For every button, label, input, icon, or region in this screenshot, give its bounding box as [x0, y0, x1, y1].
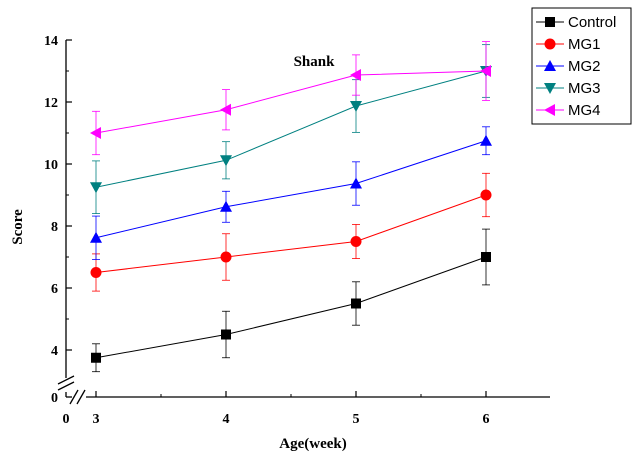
y-tick-label: 10	[44, 158, 58, 173]
legend-label: MG3	[568, 80, 601, 97]
legend-label: MG1	[568, 36, 601, 53]
legend-marker	[545, 17, 555, 27]
series-mg1	[90, 172, 492, 292]
y-axis-label: Score	[10, 209, 26, 245]
y-axis-break-mark	[57, 381, 75, 391]
data-point	[480, 134, 492, 146]
x-tick-label: 4	[223, 412, 230, 427]
series-line	[95, 194, 487, 273]
series-mg2	[90, 126, 492, 260]
data-point	[350, 236, 362, 247]
legend-item-mg3: MG3	[536, 80, 601, 97]
x-tick-label: 3	[93, 412, 100, 427]
data-point	[220, 251, 232, 263]
data-point	[220, 200, 232, 212]
series-control	[91, 228, 491, 373]
data-point	[220, 155, 232, 167]
series-mg4	[90, 41, 491, 156]
data-point	[350, 69, 361, 82]
y-tick-label: 12	[44, 96, 58, 111]
legend-marker	[544, 104, 555, 116]
data-point	[351, 298, 361, 309]
legend: Control MG1 MG2 MG3 MG4	[531, 7, 632, 125]
data-point	[90, 182, 102, 194]
data-point	[91, 352, 101, 363]
legend-marker	[544, 38, 556, 50]
data-point	[350, 177, 362, 189]
series-line	[95, 70, 487, 134]
data-point	[220, 103, 231, 116]
data-point	[481, 252, 491, 262]
x-tick-label: 6	[483, 412, 490, 427]
series-line	[95, 70, 487, 188]
legend-marker	[544, 60, 556, 71]
y-tick-label: 0	[51, 391, 58, 406]
legend-marker	[544, 83, 556, 94]
x-tick-label: 0	[63, 412, 70, 427]
legend-item-mg2: MG2	[536, 58, 601, 75]
legend-item-mg4: MG4	[536, 102, 601, 119]
data-point	[480, 65, 491, 77]
data-point	[221, 329, 231, 340]
data-point	[90, 127, 101, 139]
x-axis-break-mark	[69, 389, 79, 405]
x-axis-label: Age(week)	[279, 436, 346, 452]
y-tick-label: 4	[51, 344, 58, 359]
data-point	[90, 267, 102, 278]
x-tick-label: 5	[353, 412, 360, 427]
legend-label: MG2	[568, 58, 601, 75]
axes: 4 6 8 10 12 14 00 3 4 5 6	[44, 34, 550, 427]
legend-label: Control	[568, 14, 616, 31]
x-axis-break-mark	[76, 389, 86, 405]
data-point	[90, 231, 102, 243]
series-mg3	[90, 44, 492, 215]
y-tick-label: 8	[51, 220, 58, 235]
series-layer	[90, 41, 492, 373]
data-point	[480, 189, 492, 201]
chart-title: Shank	[294, 54, 336, 70]
y-axis-break-mark	[57, 375, 75, 385]
legend-item-mg1: MG1	[536, 36, 601, 53]
series-line	[95, 256, 487, 359]
legend-label: MG4	[568, 102, 601, 119]
y-tick-label: 6	[51, 282, 58, 297]
series-line	[95, 140, 487, 239]
y-tick-label: 14	[44, 34, 58, 49]
legend-item-control: Control	[536, 14, 616, 31]
data-point	[350, 101, 362, 113]
